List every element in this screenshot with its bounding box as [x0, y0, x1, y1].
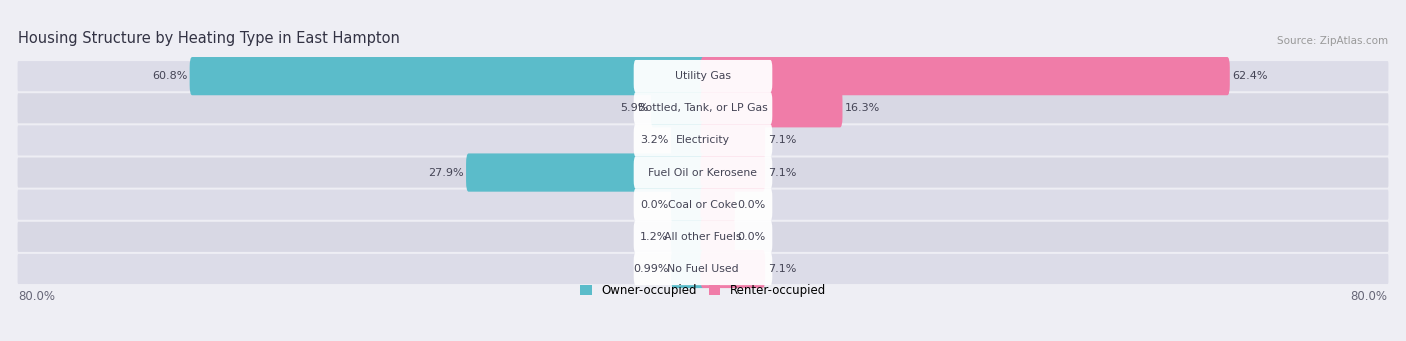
Text: Utility Gas: Utility Gas	[675, 71, 731, 81]
Text: 1.2%: 1.2%	[640, 232, 669, 242]
FancyBboxPatch shape	[634, 221, 772, 253]
Text: 0.0%: 0.0%	[738, 200, 766, 210]
FancyBboxPatch shape	[671, 121, 706, 160]
Text: Electricity: Electricity	[676, 135, 730, 145]
FancyBboxPatch shape	[700, 250, 765, 288]
Text: Fuel Oil or Kerosene: Fuel Oil or Kerosene	[648, 167, 758, 178]
FancyBboxPatch shape	[671, 250, 706, 288]
FancyBboxPatch shape	[700, 186, 735, 224]
Text: 80.0%: 80.0%	[1351, 290, 1388, 303]
FancyBboxPatch shape	[700, 89, 842, 128]
Text: 5.9%: 5.9%	[620, 103, 648, 113]
Text: No Fuel Used: No Fuel Used	[668, 264, 738, 274]
FancyBboxPatch shape	[18, 158, 1388, 188]
FancyBboxPatch shape	[465, 153, 706, 192]
FancyBboxPatch shape	[18, 190, 1388, 220]
FancyBboxPatch shape	[634, 60, 772, 92]
FancyBboxPatch shape	[700, 121, 765, 160]
FancyBboxPatch shape	[634, 253, 772, 285]
FancyBboxPatch shape	[700, 57, 1230, 95]
FancyBboxPatch shape	[700, 218, 735, 256]
Text: 80.0%: 80.0%	[18, 290, 55, 303]
Text: 7.1%: 7.1%	[768, 167, 796, 178]
Text: All other Fuels: All other Fuels	[664, 232, 742, 242]
Text: Source: ZipAtlas.com: Source: ZipAtlas.com	[1277, 36, 1388, 46]
Legend: Owner-occupied, Renter-occupied: Owner-occupied, Renter-occupied	[579, 284, 827, 297]
Text: 3.2%: 3.2%	[640, 135, 669, 145]
Text: Bottled, Tank, or LP Gas: Bottled, Tank, or LP Gas	[638, 103, 768, 113]
FancyBboxPatch shape	[18, 61, 1388, 91]
FancyBboxPatch shape	[634, 189, 772, 221]
FancyBboxPatch shape	[651, 89, 706, 128]
FancyBboxPatch shape	[634, 124, 772, 157]
Text: Housing Structure by Heating Type in East Hampton: Housing Structure by Heating Type in Eas…	[18, 31, 401, 46]
FancyBboxPatch shape	[671, 218, 706, 256]
FancyBboxPatch shape	[18, 254, 1388, 284]
FancyBboxPatch shape	[18, 125, 1388, 155]
Text: Coal or Coke: Coal or Coke	[668, 200, 738, 210]
Text: 0.0%: 0.0%	[640, 200, 669, 210]
Text: 16.3%: 16.3%	[845, 103, 880, 113]
Text: 7.1%: 7.1%	[768, 264, 796, 274]
FancyBboxPatch shape	[18, 93, 1388, 123]
FancyBboxPatch shape	[18, 222, 1388, 252]
Text: 0.99%: 0.99%	[633, 264, 669, 274]
Text: 60.8%: 60.8%	[152, 71, 187, 81]
Text: 7.1%: 7.1%	[768, 135, 796, 145]
Text: 0.0%: 0.0%	[738, 232, 766, 242]
FancyBboxPatch shape	[700, 153, 765, 192]
Text: 27.9%: 27.9%	[427, 167, 464, 178]
FancyBboxPatch shape	[190, 57, 706, 95]
FancyBboxPatch shape	[671, 186, 706, 224]
FancyBboxPatch shape	[634, 157, 772, 189]
FancyBboxPatch shape	[634, 92, 772, 124]
Text: 62.4%: 62.4%	[1232, 71, 1268, 81]
